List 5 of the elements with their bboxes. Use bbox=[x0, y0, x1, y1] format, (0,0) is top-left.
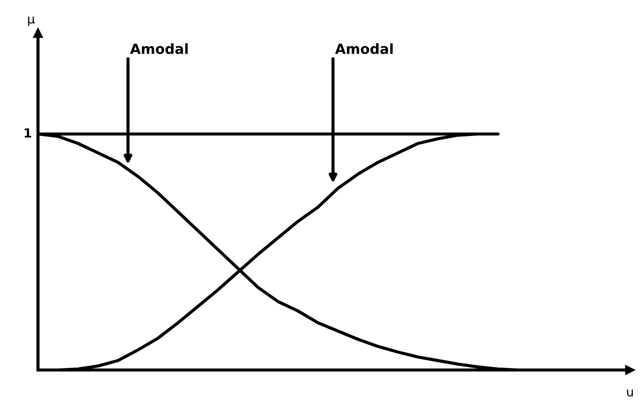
x-axis-title: u bbox=[627, 389, 633, 397]
text: μ bbox=[28, 16, 35, 26]
text: 1 bbox=[24, 128, 32, 138]
text: Amodal bbox=[335, 43, 393, 54]
text: Amodal bbox=[130, 43, 188, 54]
